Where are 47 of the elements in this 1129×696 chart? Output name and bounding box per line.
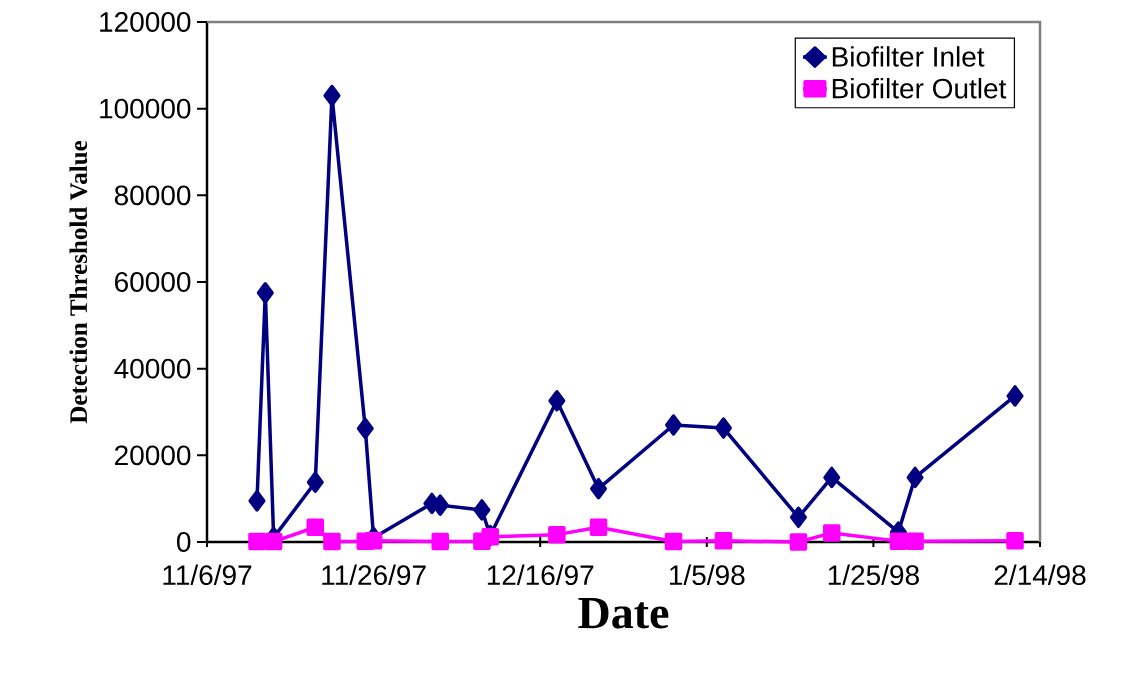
y-tick-label: 60000 bbox=[115, 272, 191, 292]
point bbox=[1006, 531, 1024, 550]
y-tick-label: 20000 bbox=[115, 445, 191, 466]
x-tick-label: 11/6/97 bbox=[163, 564, 252, 586]
point bbox=[664, 414, 682, 436]
point bbox=[664, 532, 683, 551]
point bbox=[356, 417, 374, 440]
point bbox=[248, 532, 266, 551]
point bbox=[323, 532, 341, 551]
point bbox=[1006, 385, 1024, 407]
x-tick-label: 11/26/97 bbox=[322, 564, 426, 586]
x-tick-label: 12/16/97 bbox=[487, 564, 594, 586]
point bbox=[589, 518, 608, 537]
point bbox=[306, 518, 325, 537]
point bbox=[364, 531, 383, 550]
point bbox=[473, 499, 491, 521]
point bbox=[431, 532, 449, 551]
x-tick-label: 2/14/98 bbox=[994, 564, 1086, 586]
point bbox=[823, 524, 841, 542]
y-tick-label: 40000 bbox=[114, 358, 191, 379]
point bbox=[823, 466, 841, 489]
y-tick-label: 80000 bbox=[114, 185, 191, 206]
point bbox=[714, 417, 732, 439]
legend-label: Biofilter Outlet bbox=[832, 77, 1007, 99]
point bbox=[906, 466, 924, 489]
point bbox=[789, 533, 808, 551]
point bbox=[323, 84, 341, 107]
point bbox=[548, 525, 566, 544]
point bbox=[906, 532, 924, 550]
y-axis-title: Detection Threshold Value bbox=[69, 140, 88, 424]
x-tick-label: 1/25/98 bbox=[828, 564, 919, 586]
y-tick-label: 120000 bbox=[100, 12, 191, 32]
point bbox=[481, 528, 499, 546]
point bbox=[714, 531, 733, 550]
point bbox=[548, 389, 566, 412]
y-tick-label: 100000 bbox=[100, 98, 191, 119]
point bbox=[789, 506, 807, 529]
legend-label: Biofilter Inlet bbox=[832, 46, 985, 67]
point bbox=[306, 471, 324, 493]
point bbox=[264, 532, 283, 551]
point bbox=[256, 282, 274, 304]
y-tick-label: 0 bbox=[177, 532, 191, 552]
point bbox=[889, 532, 908, 550]
point bbox=[590, 477, 608, 500]
x-axis-title: Date bbox=[578, 597, 669, 629]
x-tick-label: 1/5/98 bbox=[670, 564, 745, 586]
point bbox=[248, 490, 266, 512]
